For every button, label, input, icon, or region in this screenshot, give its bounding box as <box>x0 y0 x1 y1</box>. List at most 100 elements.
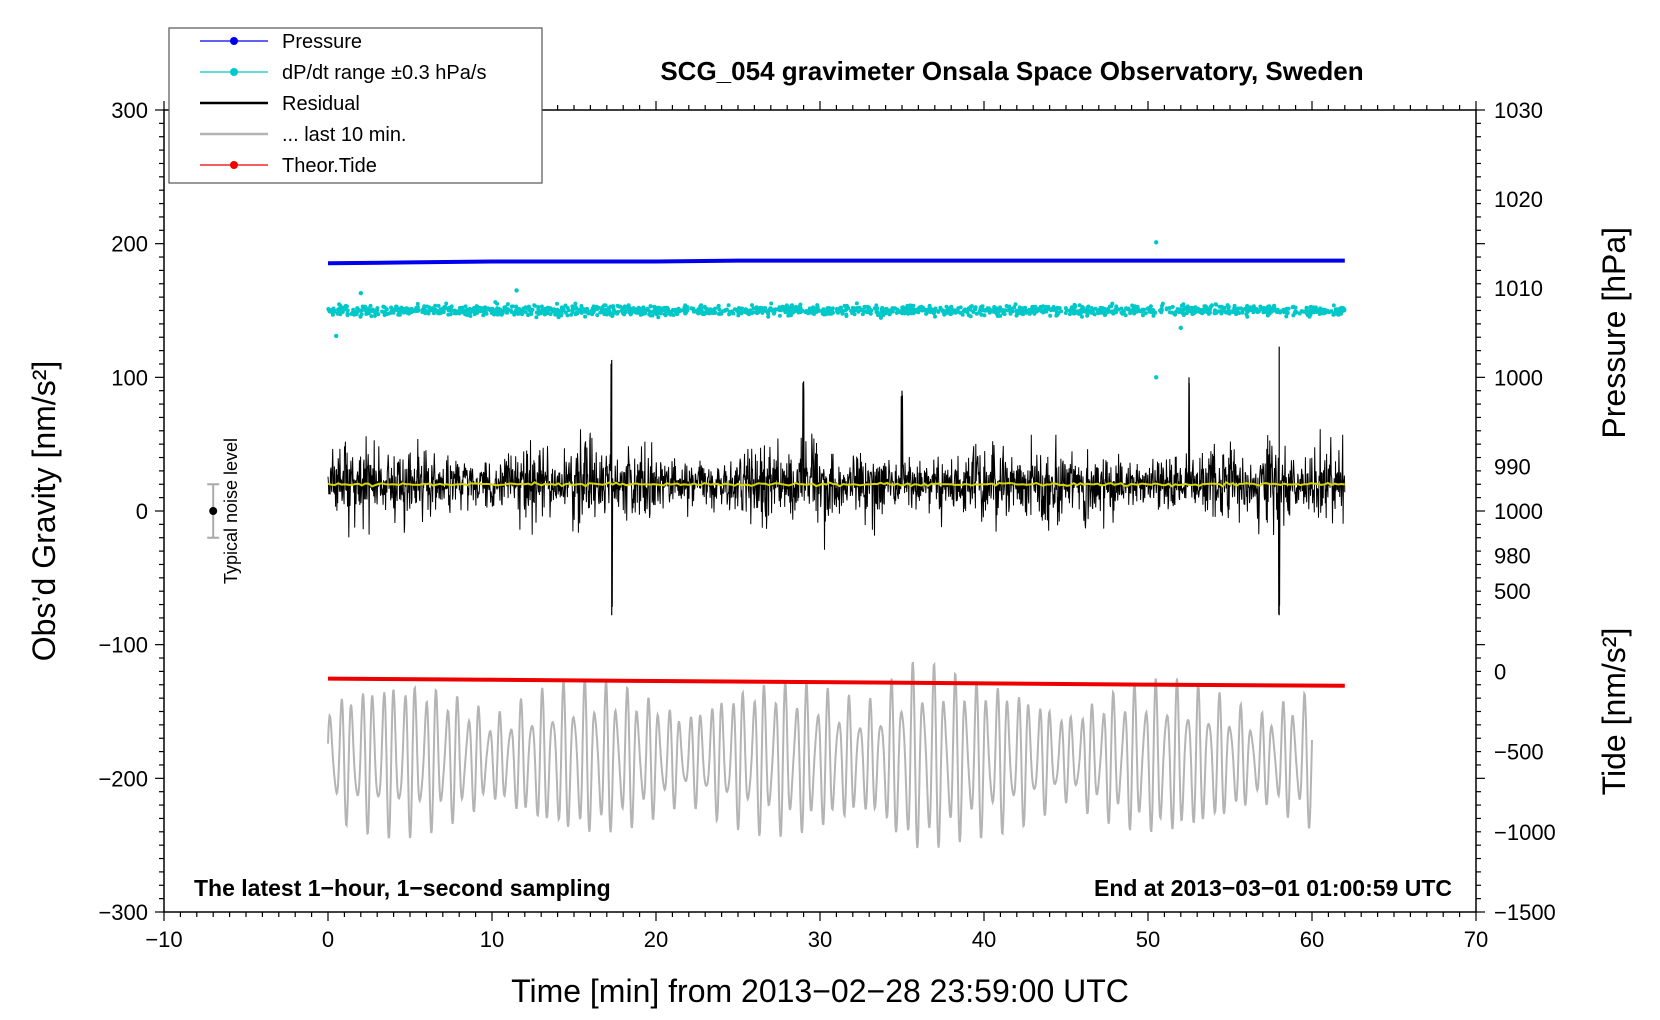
dpdt-point <box>1003 308 1008 313</box>
dpdt-point <box>1185 308 1190 313</box>
dpdt-point <box>1245 314 1250 319</box>
dpdt-point <box>1145 306 1150 311</box>
y-left-tick-label: 0 <box>136 499 148 524</box>
dpdt-point <box>536 305 541 309</box>
dpdt-point <box>1190 312 1195 316</box>
legend: Pressure dP/dt range ±0.3 hPa/s Residual..… <box>168 27 543 184</box>
dpdt-point <box>885 310 890 315</box>
dpdt-point <box>392 308 397 313</box>
dpdt-point <box>467 306 472 311</box>
dpdt-point <box>495 306 500 311</box>
dpdt-point <box>783 304 788 309</box>
dpdt-point <box>1285 310 1290 315</box>
dpdt-point <box>1256 309 1261 314</box>
dpdt-point <box>449 308 454 313</box>
dpdt-outlier-point <box>514 288 519 293</box>
dpdt-point <box>997 308 1002 313</box>
dpdt-point <box>409 310 414 315</box>
dpdt-point <box>1266 304 1270 309</box>
dpdt-point <box>1177 310 1182 315</box>
dpdt-point <box>1063 311 1068 315</box>
legend-entry: ... last 10 min. <box>200 124 407 146</box>
dpdt-point <box>363 304 367 309</box>
dpdt-point <box>414 306 419 310</box>
dpdt-point <box>1320 307 1325 312</box>
dpdt-point <box>980 307 985 312</box>
dpdt-point <box>405 308 410 313</box>
dpdt-point <box>427 305 432 310</box>
dpdt-point <box>339 309 344 314</box>
dpdt-point <box>677 308 682 313</box>
dpdt-point <box>394 304 399 309</box>
dpdt-point <box>1078 311 1083 316</box>
tide-tick-label: 1000 <box>1494 499 1543 524</box>
pressure-tick-label: 980 <box>1494 544 1531 569</box>
dpdt-point <box>478 309 483 314</box>
dpdt-point <box>399 307 404 312</box>
dpdt-point <box>974 311 979 316</box>
dpdt-point <box>879 314 884 319</box>
dpdt-point <box>602 309 607 314</box>
dpdt-point <box>648 313 653 318</box>
dpdt-point <box>641 305 646 310</box>
dpdt-point <box>746 310 751 315</box>
dpdt-point <box>840 311 845 316</box>
tide-tick-label: 0 <box>1494 659 1506 684</box>
dpdt-point <box>711 310 716 315</box>
dpdt-point <box>1150 310 1155 314</box>
x-tick-label: 50 <box>1136 927 1160 952</box>
dpdt-point <box>814 308 819 313</box>
legend-entry: dP/dt range ±0.3 hPa/s <box>200 62 486 84</box>
legend-entry: Residual <box>200 93 360 115</box>
dpdt-point <box>488 308 493 313</box>
dpdt-point <box>368 309 372 314</box>
dpdt-point <box>754 307 759 311</box>
dpdt-point <box>770 308 775 312</box>
dpdt-point <box>527 312 532 317</box>
legend-swatch-marker <box>230 37 238 45</box>
dpdt-point <box>1071 311 1076 316</box>
y-axis-title-pressure: Pressure [hPa] <box>1596 227 1632 439</box>
x-tick-label: 0 <box>322 927 334 952</box>
dpdt-point <box>854 301 859 306</box>
dpdt-point <box>1323 310 1328 315</box>
dpdt-point <box>1032 311 1037 316</box>
dpdt-point <box>766 314 771 319</box>
dpdt-point <box>664 308 669 313</box>
pressure-tick-label: 1010 <box>1494 276 1543 301</box>
dpdt-point <box>645 307 650 312</box>
dpdt-point <box>1114 304 1119 309</box>
dpdt-point <box>1335 307 1339 312</box>
theor-tide-series-line <box>327 676 1345 688</box>
dpdt-outlier-point <box>358 290 363 296</box>
dpdt-point <box>1222 305 1227 310</box>
dpdt-point <box>1107 304 1112 309</box>
dpdt-point <box>1167 306 1172 310</box>
dpdt-point <box>1137 309 1142 314</box>
dpdt-point <box>344 304 349 309</box>
dpdt-point <box>760 310 765 315</box>
dpdt-point <box>1033 307 1038 312</box>
dpdt-point <box>766 309 771 314</box>
dpdt-point <box>700 311 705 315</box>
dpdt-point <box>1020 306 1025 311</box>
dpdt-point <box>493 300 498 305</box>
dpdt-point <box>661 307 666 312</box>
dpdt-point <box>1135 306 1140 311</box>
dpdt-point <box>483 308 488 313</box>
tick-labels-group: −10 0 10 20 30 40 50 60 703002001000−100−200−300… <box>98 98 1555 952</box>
dpdt-point <box>595 313 600 318</box>
dpdt-point <box>1053 307 1058 312</box>
dpdt-point <box>1073 304 1078 308</box>
dpdt-point <box>591 304 596 309</box>
dpdt-point <box>674 309 679 314</box>
dpdt-point <box>862 305 867 310</box>
dpdt-point <box>1119 310 1124 315</box>
dpdt-point <box>1331 303 1336 308</box>
dpdt-point <box>598 310 603 315</box>
pressure-tick-label: 1000 <box>1494 365 1543 390</box>
dpdt-point <box>583 309 588 314</box>
dpdt-point <box>654 312 659 317</box>
dpdt-outlier-point <box>1178 325 1184 331</box>
dpdt-point <box>933 306 938 311</box>
